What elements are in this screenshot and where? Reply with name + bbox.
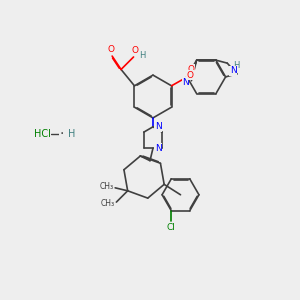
Text: O: O [188,65,195,74]
Text: O: O [186,71,194,80]
Text: H: H [68,129,76,139]
Text: H: H [234,61,240,70]
Text: ·: · [59,127,64,141]
Text: CH₃: CH₃ [100,182,114,191]
Text: Cl: Cl [167,223,176,232]
Text: N: N [182,78,189,87]
Text: N: N [154,122,161,131]
Text: N: N [154,144,161,153]
Text: H: H [139,51,145,60]
Text: O: O [131,46,138,55]
Text: HCl: HCl [34,129,51,139]
Text: CH₃: CH₃ [101,199,115,208]
Text: O: O [108,45,115,54]
Text: N: N [230,66,237,75]
